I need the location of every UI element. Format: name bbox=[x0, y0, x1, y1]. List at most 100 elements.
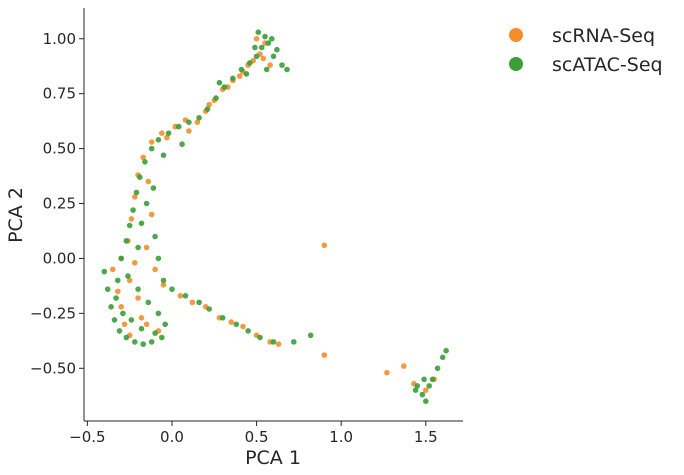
x-tick-label: 1.0 bbox=[329, 428, 353, 446]
point-scrna bbox=[140, 154, 146, 161]
point-scrna bbox=[135, 295, 141, 301]
point-scrna bbox=[143, 321, 150, 328]
point-scrna bbox=[164, 134, 170, 141]
ticks: −0.5 0.0 0.5 1.0 1.5 −0.50 −0.25 0.00 0.25 0.50 0.… bbox=[30, 30, 438, 446]
point-scatac bbox=[132, 339, 138, 345]
x-axis-label: PCA 1 bbox=[245, 447, 301, 469]
points-layer bbox=[101, 29, 449, 405]
point-scatac bbox=[434, 365, 441, 372]
point-scatac bbox=[439, 354, 446, 361]
legend-marker bbox=[509, 28, 523, 42]
point-scatac bbox=[221, 84, 228, 90]
legend: scRNA-Seq scATAC-Seq bbox=[509, 25, 663, 76]
point-scatac bbox=[125, 273, 131, 279]
point-scatac bbox=[412, 387, 419, 394]
point-scatac bbox=[116, 328, 123, 334]
point-scatac bbox=[152, 233, 158, 240]
point-scatac bbox=[182, 293, 189, 299]
point-scatac bbox=[265, 40, 272, 46]
point-scatac bbox=[233, 321, 240, 328]
point-scrna bbox=[148, 139, 155, 145]
point-scatac bbox=[113, 295, 119, 301]
point-scatac bbox=[245, 328, 251, 334]
x-tick-label: 1.5 bbox=[414, 428, 438, 446]
point-scrna bbox=[194, 119, 201, 125]
point-scatac bbox=[108, 304, 114, 310]
point-scrna bbox=[115, 288, 121, 295]
legend-marker bbox=[509, 57, 523, 71]
point-scatac bbox=[419, 391, 426, 398]
axes bbox=[83, 8, 463, 422]
point-scatac bbox=[159, 334, 165, 341]
point-scatac bbox=[165, 130, 172, 136]
y-tick-label: 0.75 bbox=[43, 85, 76, 103]
point-scatac bbox=[143, 200, 150, 207]
point-scrna bbox=[253, 36, 260, 42]
point-scatac bbox=[443, 347, 449, 354]
point-scatac bbox=[101, 268, 108, 275]
point-scrna bbox=[152, 266, 158, 273]
point-scatac bbox=[152, 330, 158, 336]
point-scatac bbox=[133, 189, 140, 196]
point-scrna bbox=[236, 73, 243, 79]
point-scatac bbox=[169, 286, 175, 293]
point-scatac bbox=[176, 123, 182, 130]
point-scatac bbox=[148, 145, 155, 152]
point-scrna bbox=[177, 293, 184, 299]
point-scatac bbox=[179, 141, 185, 147]
point-scatac bbox=[253, 53, 260, 60]
point-scatac bbox=[230, 75, 236, 82]
point-scrna bbox=[132, 260, 138, 266]
legend-label: scATAC-Seq bbox=[552, 54, 663, 76]
point-scatac bbox=[414, 383, 421, 389]
point-scatac bbox=[148, 339, 155, 345]
point-scatac bbox=[216, 79, 223, 86]
point-scatac bbox=[150, 185, 157, 191]
point-scatac bbox=[291, 339, 297, 345]
point-scrna bbox=[321, 242, 328, 249]
point-scrna bbox=[189, 299, 196, 306]
point-scatac bbox=[162, 321, 168, 328]
point-scatac bbox=[142, 159, 148, 165]
point-scrna bbox=[110, 266, 116, 273]
point-scatac bbox=[135, 286, 141, 293]
point-scatac bbox=[255, 29, 262, 35]
legend-label: scRNA-Seq bbox=[552, 25, 655, 47]
point-scatac bbox=[270, 339, 277, 345]
point-scatac bbox=[219, 315, 226, 321]
point-scatac bbox=[155, 310, 162, 317]
point-scrna bbox=[384, 369, 390, 376]
point-scrna bbox=[401, 363, 407, 369]
point-scatac bbox=[196, 115, 202, 121]
point-scatac bbox=[247, 60, 253, 66]
point-scatac bbox=[238, 66, 245, 73]
point-scatac bbox=[269, 36, 275, 42]
point-scrna bbox=[126, 277, 133, 284]
point-scrna bbox=[228, 319, 234, 325]
point-scatac bbox=[263, 66, 270, 73]
point-scatac bbox=[274, 46, 280, 53]
point-scatac bbox=[140, 341, 146, 347]
point-scatac bbox=[307, 332, 314, 339]
point-scatac bbox=[421, 376, 427, 383]
point-scrna bbox=[159, 130, 165, 136]
point-scatac bbox=[160, 277, 167, 284]
point-scatac bbox=[130, 207, 136, 213]
point-scatac bbox=[279, 62, 285, 68]
point-scatac bbox=[155, 255, 162, 262]
point-scrna bbox=[186, 128, 192, 134]
x-tick-label: 0.5 bbox=[245, 428, 269, 446]
point-scatac bbox=[120, 310, 126, 317]
point-scatac bbox=[186, 119, 192, 125]
point-scatac bbox=[284, 66, 290, 73]
y-tick-label: −0.25 bbox=[30, 304, 76, 322]
point-scatac bbox=[423, 398, 429, 405]
point-scatac bbox=[115, 277, 121, 284]
point-scrna bbox=[148, 211, 155, 218]
point-scatac bbox=[104, 286, 111, 293]
point-scrna bbox=[143, 244, 150, 251]
x-tick-label: −0.5 bbox=[69, 428, 105, 446]
y-axis-label: PCA 2 bbox=[5, 187, 27, 243]
point-scatac bbox=[258, 44, 265, 51]
point-scatac bbox=[213, 95, 219, 101]
